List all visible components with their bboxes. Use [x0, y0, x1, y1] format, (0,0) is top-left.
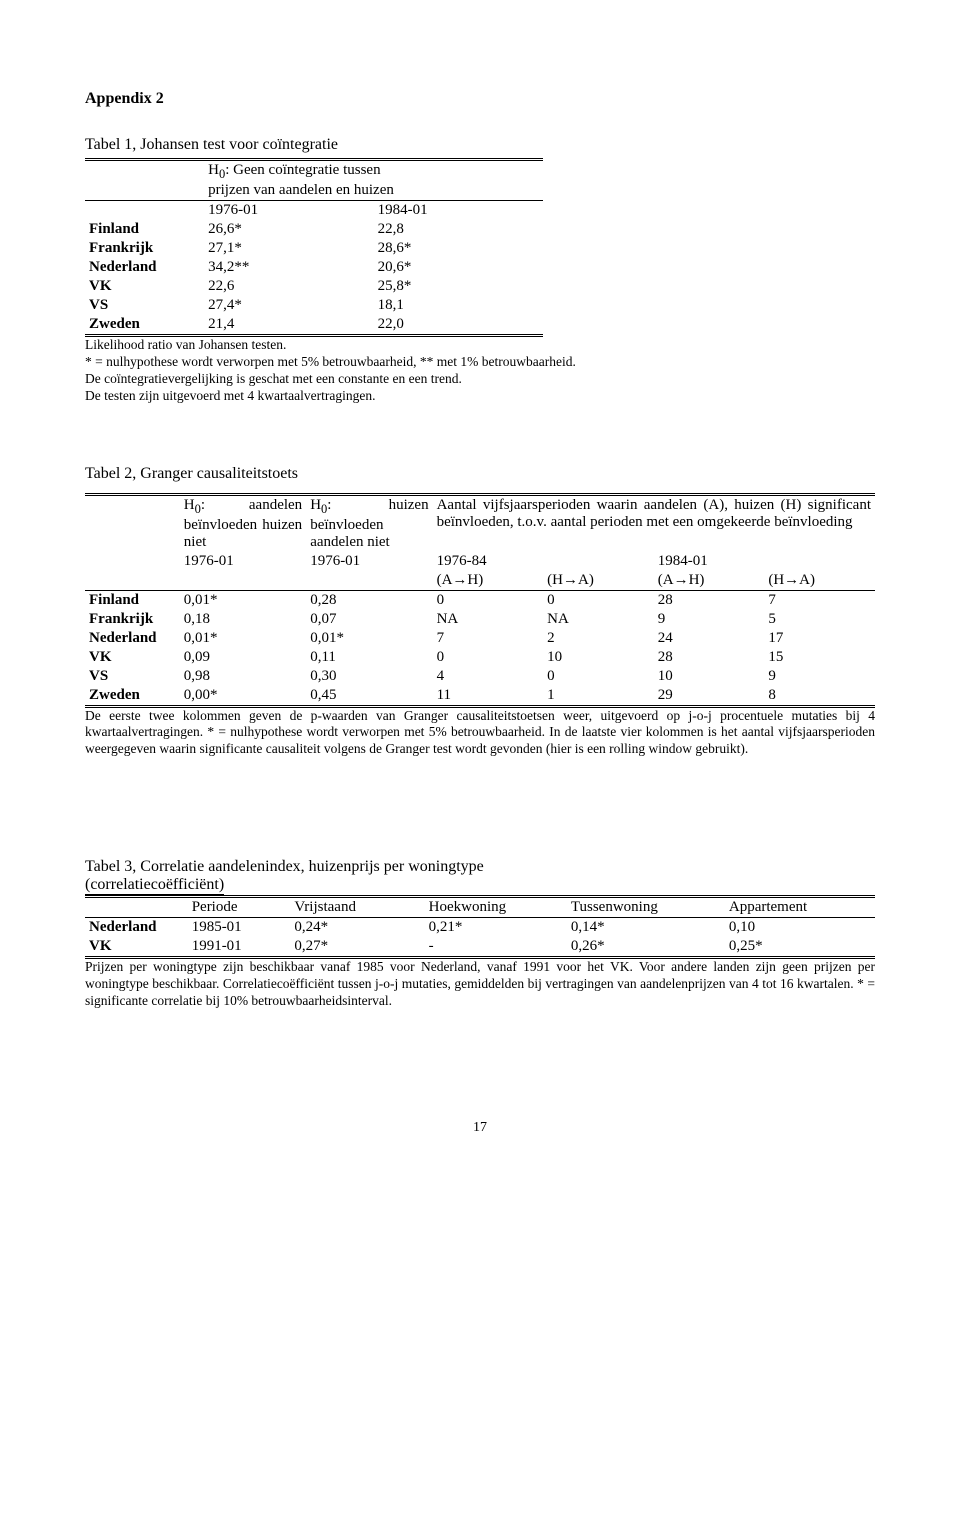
table1-title: Tabel 1, Johansen test voor coïntegratie — [85, 136, 875, 154]
table3: Periode Vrijstaand Hoekwoning Tussenwoni… — [85, 895, 875, 959]
table1-h0: H0: Geen coïntegratie tussen prijzen van… — [208, 162, 394, 198]
table2-title: Tabel 2, Granger causaliteitstoets — [85, 465, 875, 483]
table2-head3: Aantal vijfsjaarsperioden waarin aandele… — [433, 494, 875, 552]
table2-head2: H0: huizen beïnvloeden aandelen niet — [306, 494, 432, 552]
table2-footnote: De eerste twee kolommen geven de p-waard… — [85, 708, 875, 759]
table1-col2: 1984-01 — [374, 201, 544, 221]
table-row: Nederland 0,01* 0,01* 7 2 24 17 — [85, 629, 875, 648]
table-row: Finland 26,6* 22,8 — [85, 220, 543, 239]
table-row: Zweden 21,4 22,0 — [85, 315, 543, 336]
table-row: VK 1991-01 0,27* - 0,26* 0,25* — [85, 937, 875, 958]
table1: H0: Geen coïntegratie tussen prijzen van… — [85, 158, 543, 337]
table1-col1: 1976-01 — [204, 201, 374, 221]
table-row: Nederland 34,2** 20,6* — [85, 258, 543, 277]
table-row: VS 27,4* 18,1 — [85, 296, 543, 315]
table-row: VK 22,6 25,8* — [85, 277, 543, 296]
table-row: Finland 0,01* 0,28 0 0 28 7 — [85, 590, 875, 610]
table-row: VK 0,09 0,11 0 10 28 15 — [85, 648, 875, 667]
table-row: VS 0,98 0,30 4 0 10 9 — [85, 667, 875, 686]
table1-footnote: Likelihood ratio van Johansen testen. * … — [85, 337, 875, 405]
table-row: Frankrijk 27,1* 28,6* — [85, 239, 543, 258]
table2-head1: H0: aandelen beïnvloeden huizen niet — [180, 494, 306, 552]
appendix-title: Appendix 2 — [85, 90, 875, 108]
table-row: Nederland 1985-01 0,24* 0,21* 0,14* 0,10 — [85, 918, 875, 938]
table-row: Zweden 0,00* 0,45 11 1 29 8 — [85, 686, 875, 707]
table-row: Frankrijk 0,18 0,07 NA NA 9 5 — [85, 610, 875, 629]
table2: H0: aandelen beïnvloeden huizen niet H0:… — [85, 493, 875, 708]
page-number: 17 — [85, 1120, 875, 1136]
table3-footnote: Prijzen per woningtype zijn beschikbaar … — [85, 959, 875, 1010]
table3-title: Tabel 3, Correlatie aandelenindex, huize… — [85, 858, 875, 895]
